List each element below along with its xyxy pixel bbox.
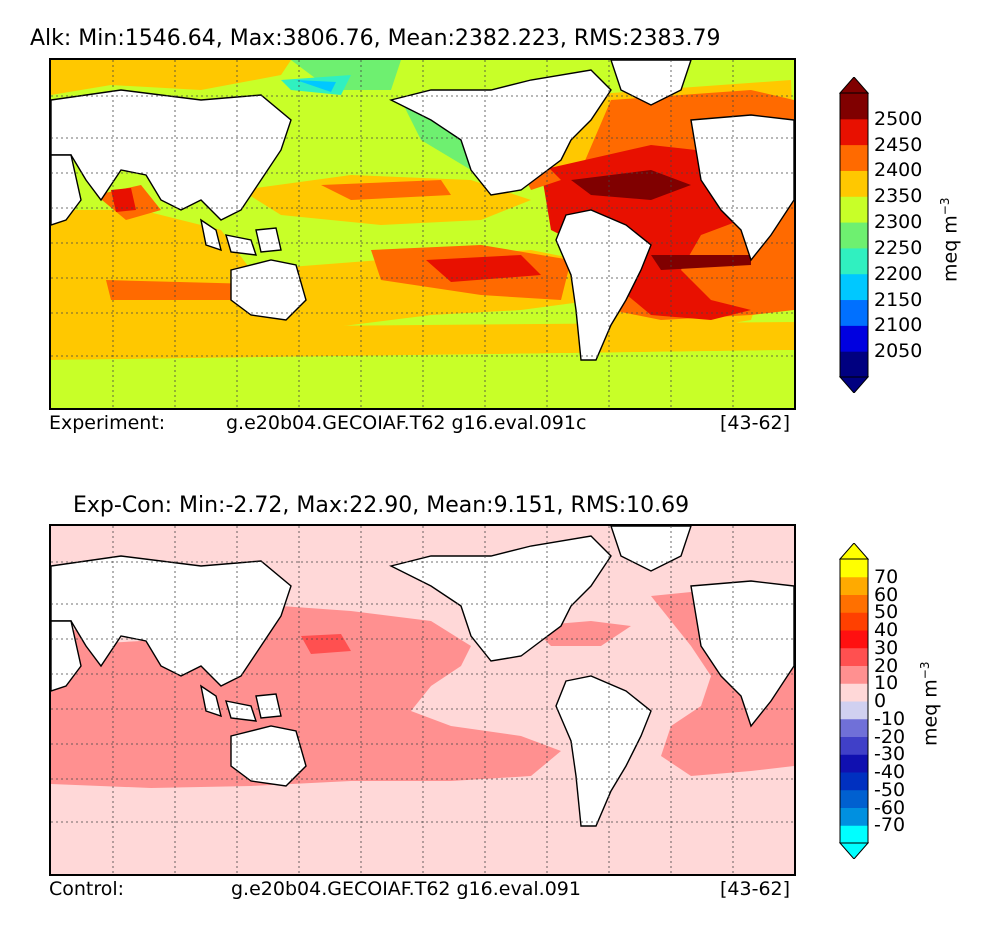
panel1-map [49, 58, 796, 410]
colorbar-swatch [840, 825, 868, 844]
colorbar-swatch [840, 325, 868, 352]
colorbar-swatch [840, 772, 868, 791]
colorbar-tick-label: 2050 [874, 340, 923, 363]
colorbar-swatch [840, 351, 868, 378]
colorbar-swatch [840, 247, 868, 275]
colorbar-tick-label: 40 [874, 619, 899, 641]
colorbar-extend-bottom [838, 376, 870, 394]
colorbar-tick-label: -50 [874, 778, 906, 801]
colorbar-tick-label: -40 [874, 761, 906, 783]
colorbar-tick-label: 2250 [874, 236, 923, 259]
colorbar-tick-label: 2150 [874, 288, 923, 311]
colorbar-tick-label: 20 [874, 654, 899, 677]
colorbar-tick-label: -10 [874, 707, 906, 730]
panel2-footer-case: g.e20b04.GECOIAF.T62 g16.eval.091 [231, 878, 581, 900]
colorbar-tick-label: 2450 [874, 133, 923, 156]
colorbar-swatch [840, 647, 868, 666]
colorbar-tick-label: 2350 [874, 185, 923, 208]
colorbar-tick-label: 10 [874, 672, 899, 695]
panel2-map [49, 524, 796, 876]
panel1-footer-label: Experiment: [49, 412, 166, 434]
colorbar-swatch [840, 807, 868, 826]
colorbar-tick-label: 2100 [874, 314, 923, 337]
colorbar-tick-label: 2500 [874, 107, 923, 130]
colorbar-extend-top [838, 76, 870, 94]
colorbar-swatch [840, 594, 868, 613]
colorbar-swatch [840, 630, 868, 649]
panel2-footer-label: Control: [49, 878, 125, 900]
colorbar-swatch [840, 299, 868, 326]
colorbar-extend-top [838, 542, 870, 560]
colorbar-swatch [840, 576, 868, 595]
colorbar-swatch [840, 612, 868, 631]
colorbar-swatch [840, 118, 868, 146]
colorbar-tick-label: -30 [874, 743, 906, 766]
colorbar-swatch [840, 144, 868, 171]
colorbar-swatch [840, 701, 868, 720]
colorbar-tick-label: -70 [874, 814, 906, 837]
colorbar-tick-label: 30 [874, 636, 899, 659]
panel1-colorbar-units: meq m−3 [938, 197, 962, 282]
colorbar-frame [839, 558, 869, 844]
colorbar-tick-label: -60 [874, 796, 906, 819]
colorbar-swatch [840, 683, 868, 702]
panel1-title: Alk: Min:1546.64, Max:3806.76, Mean:2382… [30, 26, 721, 51]
colorbar-swatch [840, 718, 868, 737]
colorbar-swatch [840, 754, 868, 773]
colorbar-tick-label: 2300 [874, 211, 923, 234]
colorbar-tick-label: 70 [874, 565, 899, 588]
colorbar-swatch [840, 196, 868, 223]
panel2-colorbar-units: meq m−3 [918, 661, 942, 746]
colorbar-swatch [840, 665, 868, 684]
panel1-footer-years: [43-62] [720, 412, 791, 434]
colorbar-extend-bottom [838, 842, 870, 860]
colorbar-swatch [840, 273, 868, 301]
colorbar-swatch [840, 93, 868, 120]
panel2-title: Exp-Con: Min:-2.72, Max:22.90, Mean:9.15… [73, 493, 690, 518]
colorbar-swatch [840, 170, 868, 197]
colorbar-tick-label: 0 [874, 690, 887, 712]
panel2-footer-years: [43-62] [720, 878, 791, 900]
colorbar-tick-label: 2200 [874, 262, 923, 285]
colorbar-tick-label: -20 [874, 725, 906, 748]
colorbar-swatch [840, 559, 868, 578]
panel2-colorbar [838, 542, 870, 860]
panel1-footer-case: g.e20b04.GECOIAF.T62 g16.eval.091c [226, 412, 587, 434]
colorbar-tick-label: 50 [874, 601, 899, 624]
colorbar-swatch [840, 736, 868, 755]
panel1-colorbar [838, 76, 870, 394]
colorbar-swatch [840, 222, 868, 249]
colorbar-tick-label: 60 [874, 583, 899, 606]
colorbar-tick-label: 2400 [874, 159, 923, 182]
colorbar-frame [839, 92, 869, 378]
colorbar-swatch [840, 789, 868, 808]
